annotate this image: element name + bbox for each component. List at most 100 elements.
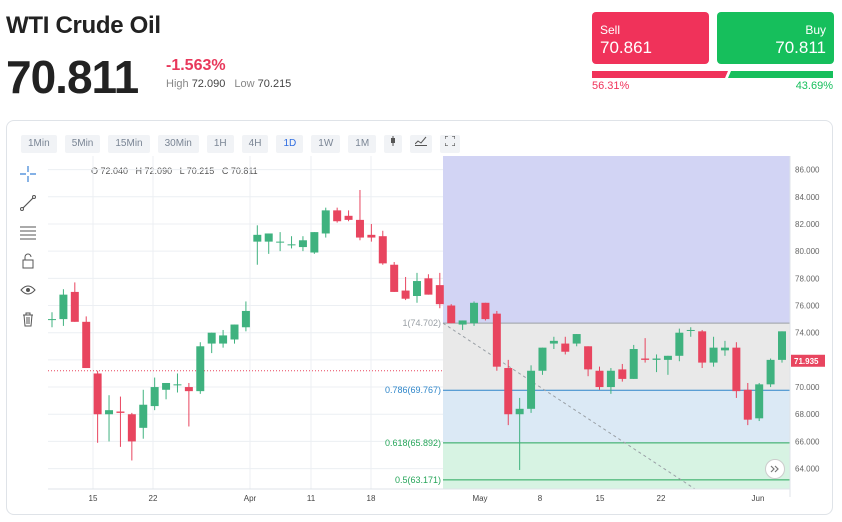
candle-body (173, 384, 182, 386)
x-tick-label: 11 (307, 494, 316, 503)
candle-body (527, 370, 536, 409)
high-value: 72.090 (191, 78, 226, 90)
candle-body (778, 331, 786, 360)
candle-body (59, 294, 68, 320)
candle-body (732, 347, 741, 392)
fib-zone-1-0786 (443, 323, 790, 391)
candle-body (241, 310, 250, 328)
candle-body (413, 281, 421, 296)
low-label: Low (234, 78, 255, 90)
x-tick-label: Apr (244, 494, 257, 503)
fib-zone-0786-0618 (443, 390, 790, 443)
candle-body (606, 370, 615, 388)
interval-4h-button[interactable]: 4H (241, 135, 269, 153)
candle-body (48, 319, 56, 321)
fibonacci-icon[interactable] (19, 223, 37, 241)
candle-body (663, 355, 672, 360)
candle-body (470, 302, 479, 324)
candle-body (139, 404, 148, 428)
candle-body (755, 384, 764, 419)
interval-1m-button[interactable]: 1M (348, 135, 377, 153)
candle-body (618, 369, 627, 379)
fib-label: 0.618(65.892) (385, 438, 441, 448)
y-tick-label: 74.000 (795, 329, 820, 338)
candle-body (515, 408, 524, 415)
candle-body (481, 302, 490, 320)
interval-1d-button[interactable]: 1D (276, 135, 304, 153)
candle-body (629, 349, 638, 379)
candle-body (652, 358, 661, 360)
candle-body (150, 387, 159, 407)
candlestick-chart[interactable]: 1(74.702) 0.786(69.767) 0.618(65.892) 0.5(6… (7, 121, 834, 516)
scroll-to-latest-button[interactable] (765, 459, 785, 479)
interval-1w-button[interactable]: 1W (311, 135, 341, 153)
current-price: 70.811 (6, 51, 139, 103)
ohlc-open: O 72.040 (91, 166, 129, 176)
candle-body (595, 370, 604, 388)
indicators-icon[interactable] (410, 135, 433, 153)
candle-body (82, 321, 91, 369)
candle-body (766, 359, 775, 385)
candle-body (641, 358, 650, 360)
candle-body (686, 329, 695, 331)
price-tag-label: 71.935 (794, 357, 819, 366)
interval-15min-button[interactable]: 15Min (108, 135, 150, 153)
candle-body (184, 387, 193, 392)
buy-price: 70.811 (775, 38, 826, 57)
trendline-icon[interactable] (19, 194, 37, 212)
buy-label: Buy (805, 23, 826, 37)
lock-icon[interactable] (19, 252, 37, 270)
candle-body (458, 320, 467, 325)
high-low-row: High 72.090 Low 70.215 (166, 78, 297, 90)
crosshair-icon[interactable] (19, 165, 37, 183)
candle-body (572, 334, 581, 344)
interval-5min-button[interactable]: 5Min (64, 135, 101, 153)
interval-toolbar: 1Min 5Min 15Min 30Min 1H 4H 1D 1W 1M (21, 135, 461, 153)
sentiment-bar (592, 71, 833, 78)
y-tick-label: 82.000 (795, 220, 820, 229)
buy-percent: 43.69% (795, 80, 833, 92)
x-tick-label: 22 (149, 494, 158, 503)
x-tick-label: 15 (89, 494, 98, 503)
interval-1min-button[interactable]: 1Min (21, 135, 57, 153)
x-tick-label: May (472, 494, 487, 503)
fib-label: 0.786(69.767) (385, 385, 441, 395)
x-tick-label: Jun (752, 494, 765, 503)
high-label: High (166, 78, 189, 90)
ohlc-close: C 70.811 (221, 166, 258, 176)
y-tick-label: 80.000 (795, 247, 820, 256)
interval-30min-button[interactable]: 30Min (157, 135, 199, 153)
candle-body (207, 332, 216, 344)
fib-projection-zone (443, 156, 790, 324)
sentiment-sell-fill (592, 71, 728, 78)
eye-icon[interactable] (19, 281, 37, 299)
candle-body (584, 346, 593, 370)
candle-body (698, 331, 707, 363)
candle-body (435, 285, 444, 305)
candle-body (492, 313, 501, 367)
x-tick-label: 18 (367, 494, 376, 503)
candle-body (219, 335, 228, 344)
y-tick-label: 78.000 (795, 274, 820, 283)
drawing-tools (19, 165, 37, 328)
interval-1h-button[interactable]: 1H (206, 135, 234, 153)
candle-type-icon[interactable] (384, 135, 403, 153)
candle-body (743, 389, 752, 420)
candle-body (504, 368, 513, 415)
sell-percent: 56.31% (592, 80, 630, 92)
y-tick-label: 66.000 (795, 437, 820, 446)
ohlc-readout: O 72.040 H 72.090 L 70.215 C 70.811 (91, 166, 263, 176)
candle-body (105, 410, 114, 415)
buy-button[interactable]: Buy 70.811 (717, 12, 834, 64)
trash-icon[interactable] (19, 310, 37, 328)
double-chevron-right-icon (770, 465, 779, 473)
y-tick-label: 68.000 (795, 410, 820, 419)
fib-zone-0618-05 (443, 442, 790, 489)
x-tick-label: 22 (657, 494, 666, 503)
fullscreen-icon[interactable] (440, 135, 461, 153)
candle-body (549, 340, 558, 344)
candle-body (538, 347, 547, 371)
sell-button[interactable]: Sell 70.861 (592, 12, 709, 64)
fib-label: 0.5(63.171) (395, 475, 441, 485)
candle-body (287, 244, 296, 246)
